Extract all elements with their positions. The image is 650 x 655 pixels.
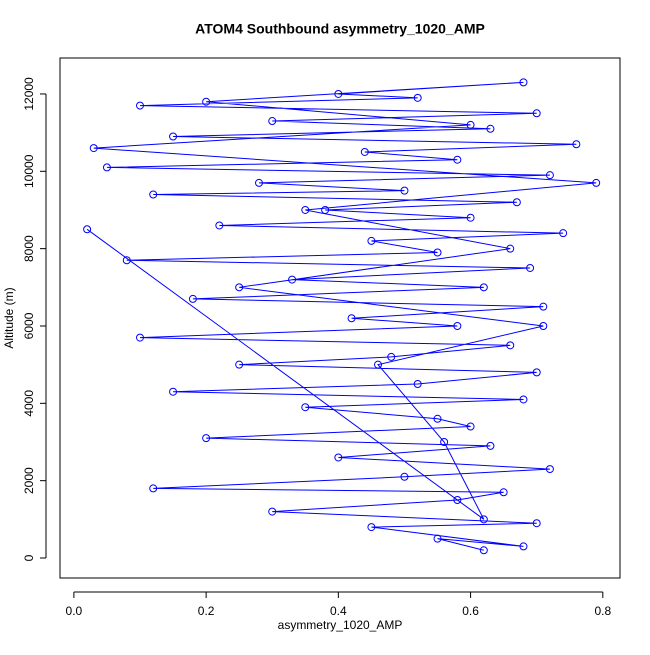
- y-tick-label: 4000: [22, 390, 36, 417]
- x-tick-label: 0.8: [594, 604, 611, 618]
- data-point: [387, 352, 396, 361]
- data-point: [83, 225, 92, 234]
- data-point: [136, 333, 144, 342]
- data-point: [122, 256, 131, 265]
- data-point: [202, 434, 211, 443]
- data-point: [433, 534, 442, 543]
- data-point: [545, 171, 554, 180]
- data-point: [301, 403, 310, 412]
- data-point: [334, 89, 343, 98]
- data-point: [334, 453, 343, 462]
- data-point: [413, 93, 422, 102]
- data-point: [268, 507, 277, 516]
- data-point: [486, 441, 495, 450]
- data-point: [301, 205, 310, 214]
- data-point: [149, 484, 158, 493]
- data-point: [288, 275, 297, 284]
- data-point: [433, 248, 442, 257]
- data-point: [255, 178, 264, 187]
- data-point: [360, 147, 369, 156]
- data-point: [479, 283, 488, 292]
- data-point: [479, 546, 488, 555]
- data-point: [367, 236, 376, 245]
- data-point: [400, 472, 409, 481]
- data-point: [102, 163, 111, 172]
- data-point: [532, 368, 541, 377]
- data-point: [572, 140, 581, 149]
- data-point: [215, 221, 224, 230]
- y-tick-label: 2000: [22, 467, 36, 494]
- data-point: [374, 360, 383, 369]
- data-point: [539, 321, 548, 330]
- data-point: [526, 263, 535, 272]
- data-point: [532, 109, 541, 118]
- y-axis-label: Altitude (m): [2, 287, 16, 348]
- data-point: [532, 519, 541, 528]
- data-point: [559, 229, 568, 238]
- data-point: [519, 78, 528, 87]
- data-point: [321, 205, 330, 214]
- data-point: [149, 190, 158, 199]
- data-point: [466, 213, 475, 222]
- data-point: [347, 314, 356, 323]
- data-point: [545, 465, 554, 474]
- data-point: [453, 155, 462, 164]
- data-point: [519, 395, 528, 404]
- x-tick-label: 0.6: [462, 604, 479, 618]
- data-point: [440, 437, 449, 446]
- data-point: [136, 101, 144, 110]
- x-axis-label: asymmetry_1020_AMP: [278, 618, 403, 632]
- data-point: [400, 186, 409, 195]
- data-point: [512, 198, 521, 207]
- y-tick-label: 10000: [22, 154, 36, 188]
- data-point: [367, 523, 376, 532]
- data-point: [479, 515, 488, 524]
- x-tick-label: 0.4: [330, 604, 347, 618]
- x-tick-label: 0.2: [198, 604, 215, 618]
- data-point: [235, 360, 244, 369]
- data-point: [453, 496, 462, 505]
- y-tick-label: 12000: [22, 77, 36, 111]
- data-point: [169, 387, 178, 396]
- data-point: [486, 124, 495, 133]
- data-point: [499, 488, 508, 497]
- plot-box: [59, 57, 621, 579]
- data-point: [506, 341, 515, 350]
- data-point: [539, 302, 548, 311]
- data-point: [466, 422, 475, 431]
- data-point: [169, 132, 178, 141]
- data-point: [89, 144, 98, 153]
- y-tick-label: 0: [22, 554, 36, 561]
- data-point: [413, 379, 422, 388]
- data-point: [268, 117, 277, 126]
- data-point: [506, 244, 515, 253]
- y-tick-label: 6000: [22, 312, 36, 339]
- x-tick-label: 0.0: [66, 604, 83, 618]
- data-point: [202, 97, 211, 106]
- data-line: [86, 81, 597, 551]
- data-point: [453, 321, 462, 330]
- data-point: [592, 178, 601, 187]
- y-tick-label: 8000: [22, 235, 36, 262]
- data-point: [235, 283, 244, 292]
- data-point: [433, 414, 442, 423]
- data-point: [466, 120, 475, 129]
- data-point: [519, 542, 528, 551]
- data-point: [188, 294, 197, 303]
- chart-title: ATOM4 Southbound asymmetry_1020_AMP: [195, 21, 485, 37]
